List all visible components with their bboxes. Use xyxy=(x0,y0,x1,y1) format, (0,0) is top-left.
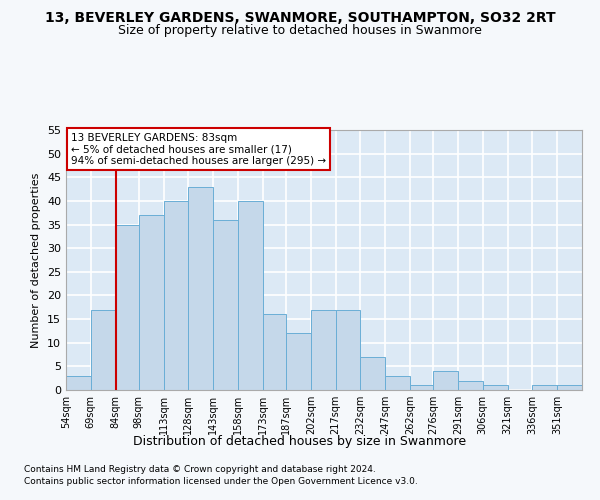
Bar xyxy=(91,310,116,390)
Bar xyxy=(335,310,361,390)
Bar xyxy=(238,201,263,390)
Text: Distribution of detached houses by size in Swanmore: Distribution of detached houses by size … xyxy=(133,435,467,448)
Text: Contains HM Land Registry data © Crown copyright and database right 2024.: Contains HM Land Registry data © Crown c… xyxy=(24,465,376,474)
Bar xyxy=(116,224,139,390)
Bar xyxy=(483,386,508,390)
Bar xyxy=(385,376,410,390)
Bar xyxy=(66,376,91,390)
Bar xyxy=(361,357,385,390)
Bar xyxy=(557,386,582,390)
Bar xyxy=(311,310,335,390)
Y-axis label: Number of detached properties: Number of detached properties xyxy=(31,172,41,348)
Text: Contains public sector information licensed under the Open Government Licence v3: Contains public sector information licen… xyxy=(24,478,418,486)
Text: 13 BEVERLEY GARDENS: 83sqm
← 5% of detached houses are smaller (17)
94% of semi-: 13 BEVERLEY GARDENS: 83sqm ← 5% of detac… xyxy=(71,132,326,166)
Bar xyxy=(213,220,238,390)
Bar xyxy=(139,215,164,390)
Bar xyxy=(263,314,286,390)
Text: Size of property relative to detached houses in Swanmore: Size of property relative to detached ho… xyxy=(118,24,482,37)
Text: 13, BEVERLEY GARDENS, SWANMORE, SOUTHAMPTON, SO32 2RT: 13, BEVERLEY GARDENS, SWANMORE, SOUTHAMP… xyxy=(44,11,556,25)
Bar xyxy=(164,201,188,390)
Bar xyxy=(286,334,311,390)
Bar xyxy=(532,386,557,390)
Bar xyxy=(433,371,458,390)
Bar xyxy=(458,380,483,390)
Bar xyxy=(410,386,433,390)
Bar xyxy=(188,186,213,390)
